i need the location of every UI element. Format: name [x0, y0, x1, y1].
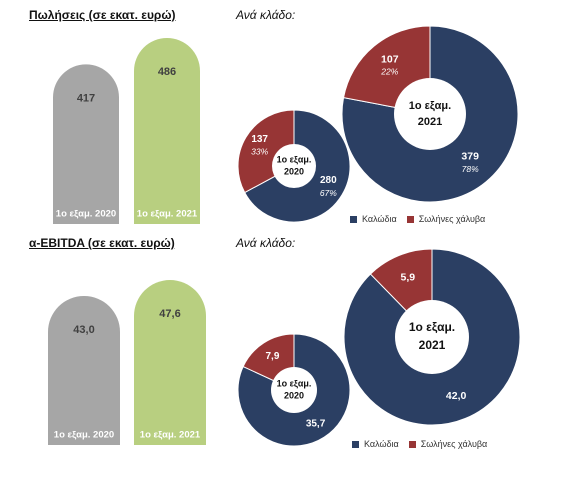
donut-value-label: 107: [381, 53, 399, 65]
donut-percent-label: 33%: [251, 147, 268, 157]
donut-value-label: 5,9: [401, 272, 416, 284]
bar-value-label: 43,0: [73, 324, 94, 336]
donut-value-label: 42,0: [446, 390, 467, 402]
legend-swatch-cables: [350, 215, 357, 223]
bar: [53, 64, 119, 224]
donut-center-label: 1ο εξαμ.: [277, 378, 312, 388]
legend-item-cables: Καλώδια: [352, 439, 399, 449]
donut-percent-label: 22%: [380, 67, 398, 77]
bar-value-label: 417: [77, 92, 95, 104]
bar: [134, 280, 206, 445]
ebitda-legend: Καλώδια Σωλήνες χάλυβα: [352, 439, 497, 449]
legend-item-steel-pipes: Σωλήνες χάλυβα: [406, 214, 486, 224]
donut-hole: [272, 144, 316, 188]
legend-label-cables: Καλώδια: [364, 439, 399, 449]
bar-category-label: 1ο εξαμ. 2021: [140, 430, 201, 441]
donut-center-label: 2021: [418, 116, 442, 128]
legend-item-cables: Καλώδια: [350, 214, 397, 224]
bar-value-label: 486: [158, 66, 176, 78]
bar-category-label: 1ο εξαμ. 2021: [137, 209, 198, 220]
donut-percent-label: 67%: [320, 188, 337, 198]
donut-hole: [271, 367, 317, 413]
donut-center-label: 1ο εξαμ.: [277, 154, 312, 164]
legend-label-steel-pipes: Σωλήνες χάλυβα: [418, 214, 486, 224]
bar: [48, 295, 120, 445]
donut-hole: [394, 78, 466, 150]
donut-center-label: 2020: [284, 166, 304, 176]
bar-category-label: 1ο εξαμ. 2020: [54, 430, 114, 441]
donut-center-label: 1ο εξαμ.: [409, 320, 455, 334]
donut-value-label: 379: [461, 150, 479, 162]
donut-value-label: 7,9: [265, 351, 279, 362]
donut-value-label: 137: [251, 134, 268, 145]
donut-slice-cables: [237, 333, 351, 447]
sales-legend: Καλώδια Σωλήνες χάλυβα: [350, 214, 495, 224]
donut-center-label: 2020: [284, 390, 304, 400]
legend-swatch-steel-pipes: [406, 215, 414, 223]
sales-title: Πωλήσεις (σε εκατ. ευρώ): [29, 8, 176, 22]
legend-label-cables: Καλώδια: [362, 214, 397, 224]
donut-hole: [395, 300, 469, 374]
donut-value-label: 35,7: [306, 418, 326, 429]
bar: [134, 38, 200, 224]
ebitda-title: α-EBITDA (σε εκατ. ευρώ): [29, 236, 175, 250]
donut-center-label: 2021: [419, 338, 446, 352]
donut-center-label: 1ο εξαμ.: [409, 100, 451, 112]
bar-category-label: 1ο εξαμ. 2020: [56, 209, 116, 220]
bar-value-label: 47,6: [159, 308, 180, 320]
legend-item-steel-pipes: Σωλήνες χάλυβα: [408, 439, 488, 449]
legend-swatch-steel-pipes: [408, 440, 416, 448]
ebitda-branch-title: Ανά κλάδο:: [236, 236, 296, 250]
legend-label-steel-pipes: Σωλήνες χάλυβα: [420, 439, 488, 449]
sales-branch-title: Ανά κλάδο:: [236, 8, 296, 22]
donut-value-label: 280: [320, 175, 337, 186]
legend-swatch-cables: [352, 440, 359, 448]
donut-percent-label: 78%: [462, 164, 479, 174]
